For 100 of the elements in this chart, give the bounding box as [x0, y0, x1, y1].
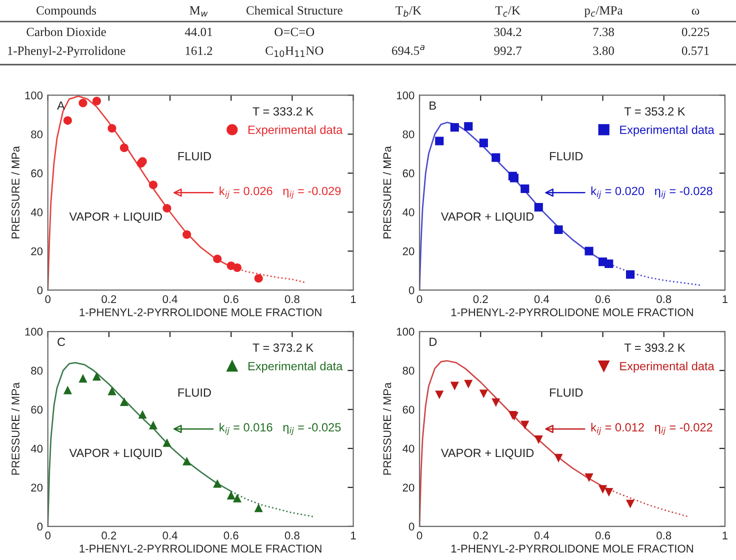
- annotation: FLUID: [178, 388, 211, 397]
- point: [520, 420, 530, 430]
- y-tick-label: 100: [396, 328, 414, 336]
- annotation: FLUID: [178, 152, 211, 160]
- annotation: k$_{ij}$ = 0.026 η$_{ij}$ = -0.029: [220, 186, 341, 199]
- point: [63, 386, 72, 394]
- x-tick-label: 0.2: [102, 532, 116, 540]
- x-tick-label: 0.8: [284, 295, 300, 304]
- x-tick-label: 0.4: [162, 532, 178, 540]
- point: [464, 380, 473, 388]
- x-axis-title: 1-PHENYL-2-PYRROLIDONE MOLE FRACTION: [80, 544, 322, 553]
- category-label: T$_{c}$/K: [495, 6, 520, 17]
- point: [584, 246, 594, 256]
- y-tick-label: 20: [402, 247, 414, 256]
- text: 7.38: [593, 28, 614, 36]
- x-tick-label: 0.8: [284, 532, 300, 540]
- annotation: T = 353.2 K: [624, 107, 686, 116]
- y-tick-label: 80: [402, 130, 414, 138]
- text: O=C=O: [274, 28, 314, 36]
- annotation: k$_{ij}$ = 0.016 η$_{ij}$ = -0.025: [220, 422, 341, 436]
- y-tick-label: 40: [30, 208, 43, 216]
- text: 992.7: [494, 46, 522, 56]
- x-axis-title: 1-PHENYL-2-PYRROLIDONE MOLE FRACTION: [451, 308, 693, 316]
- x-axis-title: 1-PHENYL-2-PYRROLIDONE MOLE FRACTION: [80, 308, 322, 316]
- point: [213, 254, 222, 264]
- text: C$_{10}$H$_{11}$NO: [266, 46, 324, 57]
- point: [520, 184, 530, 194]
- category-label: Compounds: [36, 6, 96, 18]
- text: 694.5$^{a}$: [392, 45, 425, 55]
- annotation: k$_{ij}$ = 0.012 η$_{ij}$ = -0.022: [591, 422, 712, 436]
- x-tick-label: 0.2: [102, 295, 116, 304]
- point: [598, 485, 608, 494]
- y-tick-label: 100: [396, 91, 414, 100]
- y-tick-label: 0: [408, 286, 414, 294]
- annotation: FLUID: [550, 388, 583, 397]
- point: [464, 122, 473, 131]
- annotation: k$_{ij}$ = 0.020 η$_{ij}$ = -0.028: [591, 186, 712, 199]
- text: 161.2: [186, 46, 212, 56]
- annotation: T = 333.2 K: [252, 107, 314, 116]
- y-tick-label: 80: [31, 366, 43, 375]
- point: [213, 479, 222, 488]
- x-tick-label: 0: [416, 295, 422, 304]
- y-axis-title: PRESSURE / MPa: [11, 146, 20, 238]
- point: [435, 136, 444, 146]
- point: [450, 123, 459, 132]
- x-axis-title: 1-PHENYL-2-PYRROLIDONE MOLE FRACTION: [451, 544, 693, 553]
- point: [492, 398, 500, 407]
- text: 0.225: [682, 28, 710, 36]
- category-label: p$_{c}$/MPa: [584, 6, 623, 18]
- point: [534, 202, 543, 212]
- y-tick-label: 100: [25, 91, 43, 100]
- point: [148, 180, 158, 190]
- y-tick-label: 80: [402, 366, 414, 375]
- legend-label: Experimental data: [620, 125, 714, 136]
- point: [63, 116, 72, 125]
- x-tick-label: 0.6: [224, 532, 238, 540]
- x-tick-label: 1: [351, 532, 356, 540]
- x-tick-label: 0.8: [656, 532, 672, 540]
- y-tick-label: 60: [402, 406, 414, 414]
- point: [226, 490, 236, 500]
- x-tick-label: 1: [722, 295, 728, 303]
- y-tick-label: 40: [30, 444, 43, 453]
- category-label: ω: [692, 8, 700, 15]
- text: 1-Phenyl-2-Pyrrolidone: [8, 46, 126, 58]
- point: [232, 494, 242, 502]
- annotation: T = 373.2 K: [252, 344, 314, 352]
- y-tick-label: 60: [31, 406, 43, 414]
- y-axis-title: PRESSURE / MPa: [11, 382, 20, 475]
- y-tick-label: 0: [37, 286, 43, 294]
- point: [92, 372, 101, 381]
- x-tick-label: 1: [351, 295, 356, 303]
- y-tick-label: 20: [31, 247, 43, 256]
- point: [182, 230, 192, 239]
- point: [435, 390, 444, 400]
- x-tick-label: 0: [45, 532, 50, 540]
- point: [78, 98, 88, 108]
- x-tick-label: 0: [45, 295, 50, 304]
- x-tick-label: 0.6: [595, 532, 610, 540]
- annotation: VAPOR + LIQUID: [69, 212, 162, 223]
- y-tick-label: 100: [25, 328, 43, 336]
- y-tick-label: 80: [31, 130, 43, 138]
- point: [120, 397, 128, 406]
- point: [479, 390, 488, 398]
- annotation: T = 393.2 K: [624, 344, 686, 352]
- point: [254, 274, 263, 283]
- x-tick-label: 0: [416, 532, 422, 540]
- annotation: D: [430, 338, 437, 346]
- text: 44.01: [184, 28, 212, 36]
- category-label: M$_{w}$: [190, 6, 208, 17]
- annotation: A: [57, 101, 65, 110]
- annotation: VAPOR + LIQUID: [440, 448, 534, 460]
- x-tick-label: 0.4: [162, 295, 178, 304]
- text: 0.571: [682, 46, 709, 56]
- category-label: Chemical Structure: [246, 6, 342, 15]
- annotation: VAPOR + LIQUID: [440, 212, 534, 223]
- point: [554, 454, 563, 462]
- y-tick-label: 40: [402, 444, 414, 453]
- point: [138, 410, 147, 419]
- y-tick-label: 0: [37, 522, 43, 531]
- category-label: T$_{b}$/K: [396, 6, 422, 17]
